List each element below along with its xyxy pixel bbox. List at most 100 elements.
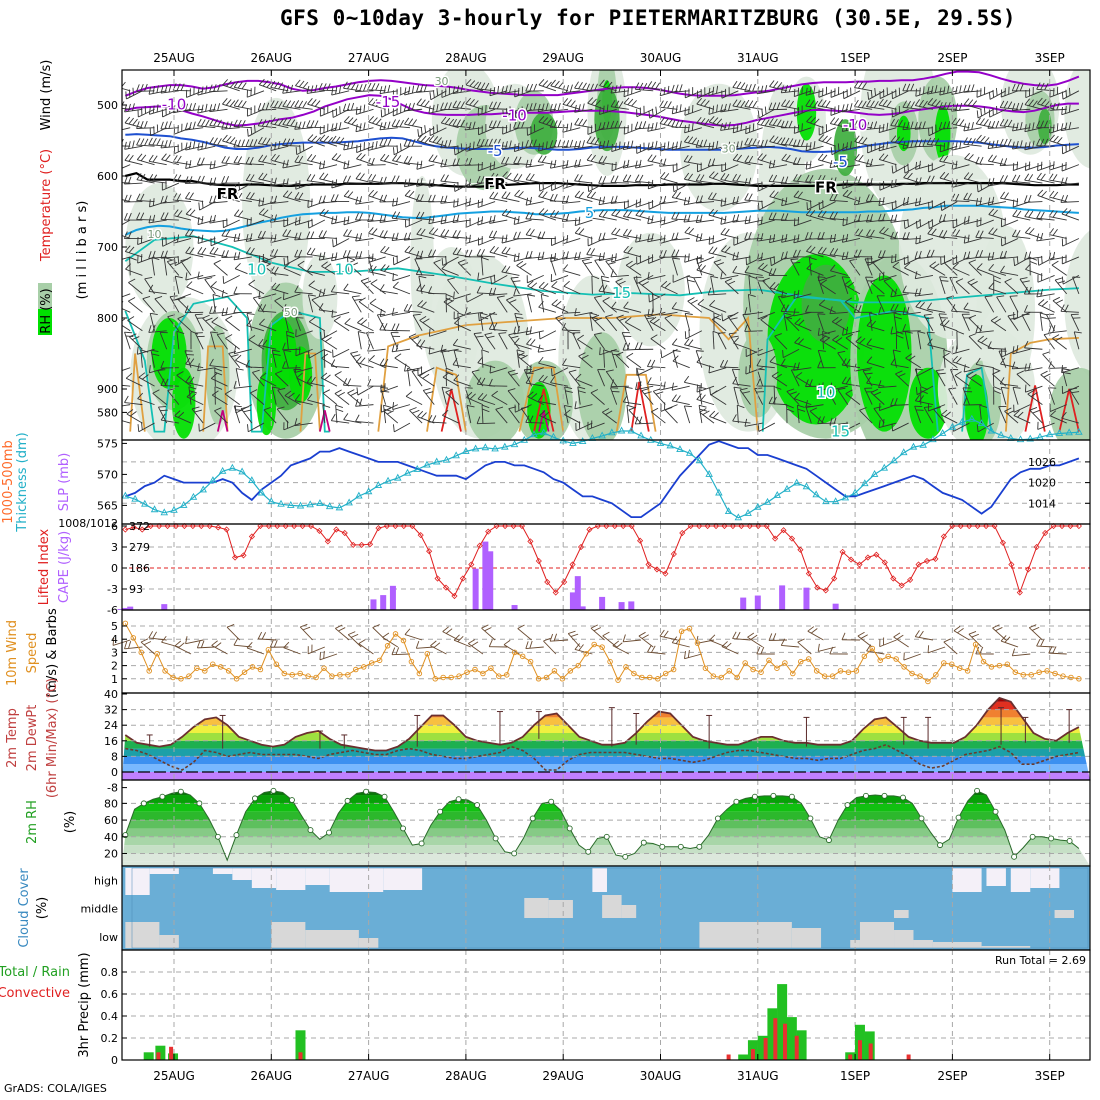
wind-barb-flag — [113, 80, 118, 86]
wind-barb-flag — [582, 103, 585, 112]
wind-barb-flag — [298, 216, 301, 225]
wind-barb-flag — [416, 178, 419, 187]
isotherm-line — [202, 345, 229, 432]
wind-barb-flag — [392, 273, 394, 281]
wind-barb — [162, 182, 180, 191]
wind-barb-flag — [351, 118, 358, 125]
wind-barb — [538, 380, 557, 387]
wind-barb-flag — [529, 139, 533, 148]
wind-barb-flag — [578, 352, 586, 357]
wind-barb-flag — [878, 272, 881, 281]
wind-barb-flag — [258, 318, 265, 325]
wind-barb-flag — [184, 103, 188, 112]
thickness-marker — [987, 426, 996, 434]
wind-barb-flag — [914, 251, 918, 259]
wind-barb-flag — [675, 212, 680, 220]
wind-barb-flag — [923, 313, 932, 316]
wind-barb — [854, 141, 873, 147]
wind-barb-flag — [428, 249, 433, 257]
wind-barb-flag — [189, 209, 196, 216]
wind-barb-flag — [238, 182, 240, 190]
wind-barb-flag — [334, 389, 342, 394]
wind-barb — [540, 294, 545, 313]
wind-barb-flag — [335, 252, 338, 261]
wind-barb — [308, 348, 326, 359]
wind-barb — [160, 201, 179, 204]
axis-tick-label: 580 — [97, 406, 118, 419]
wind-barb — [805, 181, 824, 184]
wind-barb — [562, 127, 581, 133]
wind-barb — [295, 85, 313, 92]
wind-barb-flag — [404, 189, 411, 197]
wind-barb-flag — [942, 352, 950, 358]
thickness-marker — [248, 476, 256, 484]
wind-barb-flag — [724, 215, 727, 224]
wind-barb-flag — [1028, 228, 1035, 235]
wind-barb-flag — [955, 103, 959, 111]
wind-barb — [465, 238, 484, 244]
wind-barb-flag — [380, 245, 386, 253]
wind-barb — [126, 413, 143, 424]
wind-barb — [1048, 367, 1067, 369]
wind-barb-flag — [343, 190, 350, 197]
wind-barb-flag — [404, 117, 410, 125]
wind-barb-flag — [363, 104, 366, 113]
wind-barb-flag — [225, 121, 229, 130]
slp-line — [124, 440, 1080, 518]
wind-barb-flag — [951, 161, 954, 170]
wind-barb-flag — [164, 257, 172, 261]
wind-barb-flag — [631, 100, 637, 107]
wind-barb-flag — [1068, 87, 1071, 96]
thickness-marker — [199, 485, 207, 493]
wind-barb — [221, 256, 240, 258]
wind-barb — [621, 332, 630, 350]
wind-barb-flag — [484, 82, 490, 90]
thickness-marker — [909, 442, 918, 450]
wind-barb-flag — [319, 134, 326, 141]
lifted-index-marker — [923, 557, 931, 565]
wind-barb-flag — [138, 372, 146, 378]
wind-barb-flag — [963, 216, 966, 225]
wind-barb-flag — [878, 420, 881, 428]
wind-barb-flag — [1024, 209, 1030, 217]
wind-barb — [453, 311, 471, 320]
wind-barb — [526, 367, 544, 374]
wind-barb-flag — [457, 259, 466, 264]
wind-barb-flag — [477, 392, 484, 400]
wind-barb — [830, 108, 848, 116]
wind-barb-flag — [988, 208, 995, 215]
wind-barb — [929, 265, 946, 276]
wind-barb-flag — [226, 623, 235, 628]
wind-barb-flag — [508, 332, 517, 336]
wind-barb-flag — [335, 404, 344, 409]
wind-barb-flag — [1028, 362, 1031, 371]
wind-barb-flag — [555, 314, 563, 319]
axis-label: Thickness (dm) — [15, 432, 30, 532]
wind-barb-flag — [906, 232, 910, 240]
wind-barb-flag — [383, 85, 387, 94]
wind-barb-flag — [456, 230, 461, 238]
wind-barb — [713, 261, 727, 276]
wind-barb-flag — [152, 86, 155, 94]
wind-barb-flag — [282, 179, 285, 187]
wind-barb-flag — [1013, 258, 1016, 266]
wind-barb — [744, 422, 763, 427]
wind-barb-flag — [167, 258, 175, 263]
wind-barb-flag — [294, 217, 297, 226]
wind-barb — [136, 179, 155, 184]
wind-barb-flag — [809, 142, 812, 150]
wind-barb — [270, 145, 289, 151]
wind-barb-flag — [189, 390, 197, 394]
wind-barb-flag — [1063, 372, 1071, 375]
wind-barb — [854, 219, 873, 223]
wind-barb-flag — [342, 103, 347, 112]
wind-barb — [987, 347, 1006, 350]
wind-barb-flag — [748, 294, 756, 298]
wind-barb-flag — [298, 80, 305, 88]
wind-barb-flag — [817, 246, 823, 254]
wind-barb-flag — [496, 101, 501, 110]
wind-barb-flag — [282, 342, 286, 351]
wind-barb-flag — [253, 295, 261, 299]
wind-barb-flag — [160, 250, 164, 259]
wind-barb-flag — [472, 141, 475, 150]
